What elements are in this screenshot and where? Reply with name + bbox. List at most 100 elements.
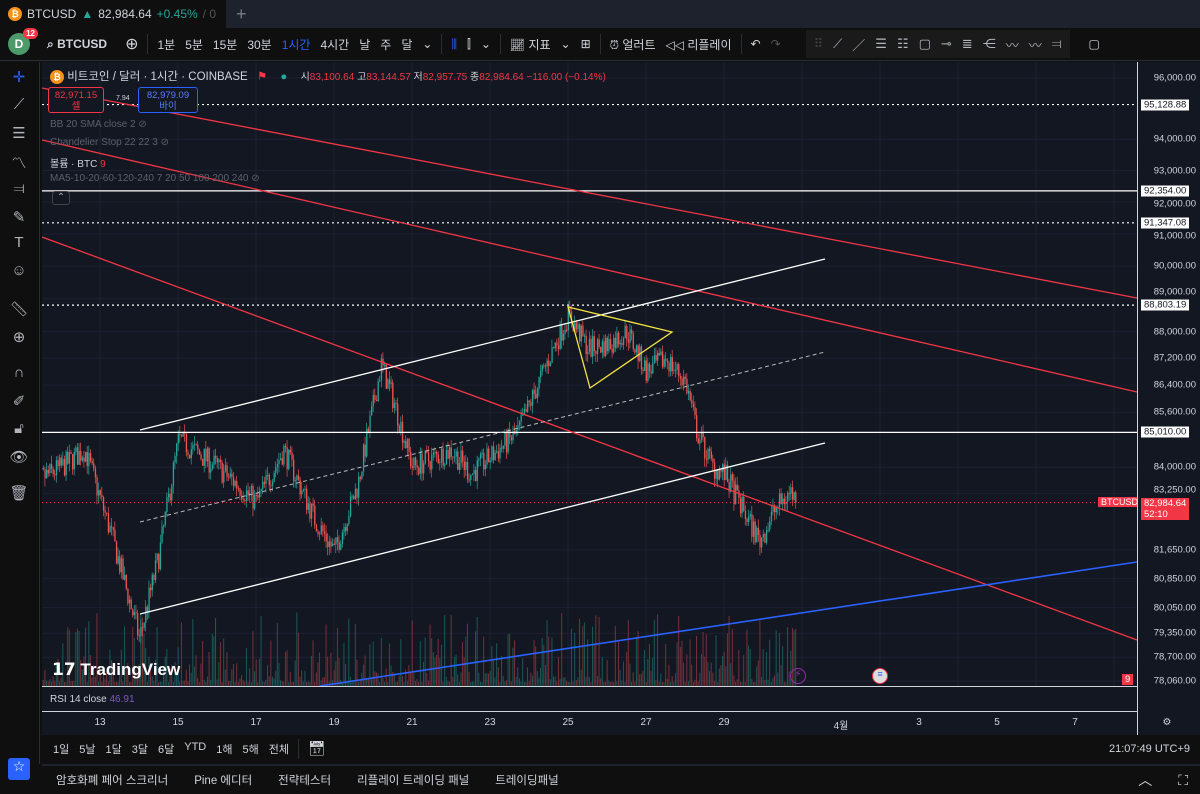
range-3[interactable]: 3달 bbox=[131, 743, 148, 756]
interval-1[interactable]: 5분 bbox=[185, 37, 203, 52]
bottom-tab-1[interactable]: Pine 에디터 bbox=[194, 775, 253, 787]
candle-body bbox=[627, 339, 630, 343]
indicators-dropdown-icon[interactable]: ⌄ bbox=[560, 37, 571, 51]
buy-button[interactable]: 82,979.09 바이 bbox=[138, 87, 198, 113]
symbol-search[interactable]: ⌕ BTCUSD bbox=[42, 37, 112, 52]
axis-settings-icon[interactable]: ⚙ bbox=[1162, 717, 1172, 728]
candle-body bbox=[692, 403, 695, 408]
indicator-bb[interactable]: BB 20 SMA close 2 ⊘ bbox=[50, 119, 147, 130]
maximize-panel-icon[interactable]: ⛶ bbox=[1178, 771, 1188, 788]
clock[interactable]: 21:07:49 UTC+9 bbox=[1108, 742, 1190, 755]
range-5[interactable]: YTD bbox=[184, 740, 207, 753]
lock-icon[interactable]: 🔓︎ bbox=[14, 420, 24, 437]
us-flag-event-icon[interactable]: ≡ bbox=[872, 668, 888, 684]
price-axis[interactable]: 96,000.00 94,000.00 93,000.00 92,000.00 91,0… bbox=[1137, 62, 1200, 712]
hidden-eye-icon[interactable]: ⊘ bbox=[160, 137, 170, 148]
fib-retracement-icon[interactable]: ☰ bbox=[12, 125, 26, 142]
prediction-icon[interactable]: ⫤ bbox=[13, 180, 25, 197]
xabcd-pattern-icon[interactable]: 〰 bbox=[1005, 37, 1019, 53]
range-1[interactable]: 5날 bbox=[79, 743, 96, 756]
bar-chart-type-icon[interactable]: ⫿ bbox=[466, 36, 471, 51]
volume-bar bbox=[226, 652, 228, 686]
chart-type-dropdown-icon[interactable]: ⌄ bbox=[480, 37, 491, 51]
undo-icon[interactable]: ↶ bbox=[750, 37, 761, 51]
range-2[interactable]: 1달 bbox=[105, 743, 122, 756]
regression-icon[interactable]: ☷ bbox=[896, 36, 909, 51]
new-tab-button[interactable]: + bbox=[236, 4, 247, 24]
bottom-tab-4[interactable]: 트레이딩패널 bbox=[495, 775, 559, 787]
candles-chart-type-icon[interactable]: ⫼ bbox=[451, 36, 457, 51]
trend-line-icon[interactable]: ⟋ bbox=[833, 36, 843, 51]
interval-7[interactable]: 주 bbox=[380, 37, 392, 52]
bottom-tab-2[interactable]: 전략테스터 bbox=[278, 775, 332, 787]
volume-bar bbox=[598, 616, 600, 686]
interval-6[interactable]: 날 bbox=[359, 37, 371, 52]
brush-icon[interactable]: ✎ bbox=[12, 209, 26, 226]
candle-body bbox=[793, 492, 795, 500]
bottom-tab-0[interactable]: 암호화폐 페어 스크리너 bbox=[56, 775, 169, 787]
indicators-button[interactable]: 📈︎ 지표 bbox=[505, 36, 556, 53]
collapse-legend-icon[interactable]: ⌃ bbox=[52, 191, 70, 205]
interval-3[interactable]: 30분 bbox=[247, 37, 272, 52]
calendar-goto-icon[interactable]: 📅︎ bbox=[308, 740, 326, 756]
hidden-eye-icon[interactable]: ⊘ bbox=[138, 119, 147, 130]
bottom-tab-3[interactable]: 리플레이 트레이딩 패널 bbox=[357, 775, 470, 787]
range-8[interactable]: 전체 bbox=[268, 743, 289, 756]
sell-button[interactable]: 82,971.15 셀 bbox=[48, 87, 104, 113]
redo-icon[interactable]: ↷ bbox=[770, 37, 781, 51]
emoji-icon[interactable]: ☺ bbox=[11, 262, 27, 279]
indicator-chandelier[interactable]: Chandelier Stop 22 22 3 ⊘ bbox=[50, 137, 169, 148]
collapse-panel-icon[interactable]: ︿ bbox=[1138, 772, 1153, 788]
lightning-event-icon[interactable]: ⚡︎ bbox=[790, 668, 806, 684]
interval-2[interactable]: 15분 bbox=[212, 37, 238, 52]
watchlist-star-icon[interactable]: ☆ bbox=[8, 758, 30, 780]
ruler-icon[interactable]: 📏︎ bbox=[9, 301, 29, 318]
interval-0[interactable]: 1분 bbox=[157, 37, 176, 52]
time-axis[interactable]: ⚙ 13 15 17 19 21 23 25 27 29 4월 3 5 7 bbox=[42, 712, 1200, 735]
indicator-ma[interactable]: MA5-10-20-60-120-240 7 20 50 100 200 240… bbox=[50, 173, 260, 184]
interval-5[interactable]: 4시간 bbox=[320, 37, 350, 52]
volume-bar bbox=[566, 680, 568, 686]
candle-body bbox=[158, 554, 160, 570]
parallel-channel-icon[interactable]: ☰ bbox=[875, 36, 887, 51]
zoom-in-icon[interactable]: ⊕ bbox=[12, 329, 26, 346]
layouts-icon[interactable]: ⊞ bbox=[580, 37, 591, 51]
tab-btcusd[interactable]: ₿ BTCUSD ▲ 82,984.64 +0.45% / 0 bbox=[0, 0, 227, 28]
trash-icon[interactable]: 🗑︎ bbox=[9, 485, 29, 502]
trend-line-icon[interactable]: ⟋ bbox=[13, 96, 25, 113]
range-6[interactable]: 1해 bbox=[216, 743, 233, 756]
fib-icon[interactable]: ≣ bbox=[961, 36, 973, 51]
lock-drawing-icon[interactable]: ✐ bbox=[12, 393, 26, 410]
close-label: 종 bbox=[470, 72, 480, 83]
text-icon[interactable]: T bbox=[14, 234, 24, 251]
volume-profile-icon[interactable]: ⫤ bbox=[1051, 36, 1062, 51]
horizontal-line-icon[interactable]: ⊸ bbox=[940, 36, 952, 51]
eye-icon[interactable]: 👁︎ bbox=[9, 449, 29, 466]
interval-4[interactable]: 1시간 bbox=[281, 37, 311, 52]
magnet-icon[interactable]: ∩ bbox=[13, 364, 25, 381]
rectangle-icon[interactable]: ▢ bbox=[918, 36, 931, 51]
price-chart[interactable]: ₿ 비트코인 / 달러 · 1시간 · COINBASE ⚑ ● 시83,100… bbox=[42, 62, 1137, 686]
hidden-eye-icon[interactable]: ⊘ bbox=[251, 173, 260, 184]
rsi-pane[interactable]: RSI 14 close 46.91 bbox=[42, 686, 1137, 712]
replay-button[interactable]: ◁◁ 리플레이 bbox=[661, 36, 737, 53]
volume-bar bbox=[224, 669, 226, 686]
fullscreen-icon[interactable]: ▢ bbox=[1088, 37, 1100, 51]
crosshair-icon[interactable]: ✛ bbox=[12, 69, 26, 86]
compare-add-icon[interactable]: ⊕ bbox=[125, 36, 139, 53]
flag-icon[interactable]: ⚑ bbox=[256, 71, 268, 83]
interval-dropdown-icon[interactable]: ⌄ bbox=[422, 37, 433, 51]
divider bbox=[147, 34, 149, 54]
ray-icon[interactable]: ／ bbox=[852, 37, 866, 53]
avatar[interactable]: D 12 bbox=[8, 28, 38, 55]
pattern-icon[interactable]: 〽 bbox=[11, 155, 27, 172]
pitchfork-icon[interactable]: ⋲ bbox=[982, 36, 996, 51]
indicator-volume[interactable]: 볼륨 · BTC 9 bbox=[50, 155, 106, 170]
abcd-pattern-icon[interactable]: 〰 bbox=[1028, 37, 1042, 53]
range-4[interactable]: 6달 bbox=[158, 743, 175, 756]
range-7[interactable]: 5해 bbox=[242, 743, 259, 756]
interval-8[interactable]: 달 bbox=[401, 37, 413, 52]
range-0[interactable]: 1일 bbox=[53, 743, 70, 756]
drag-handle-icon[interactable]: ⠿ bbox=[813, 36, 824, 51]
alert-button[interactable]: ⏰︎ 얼러트 bbox=[605, 36, 661, 53]
